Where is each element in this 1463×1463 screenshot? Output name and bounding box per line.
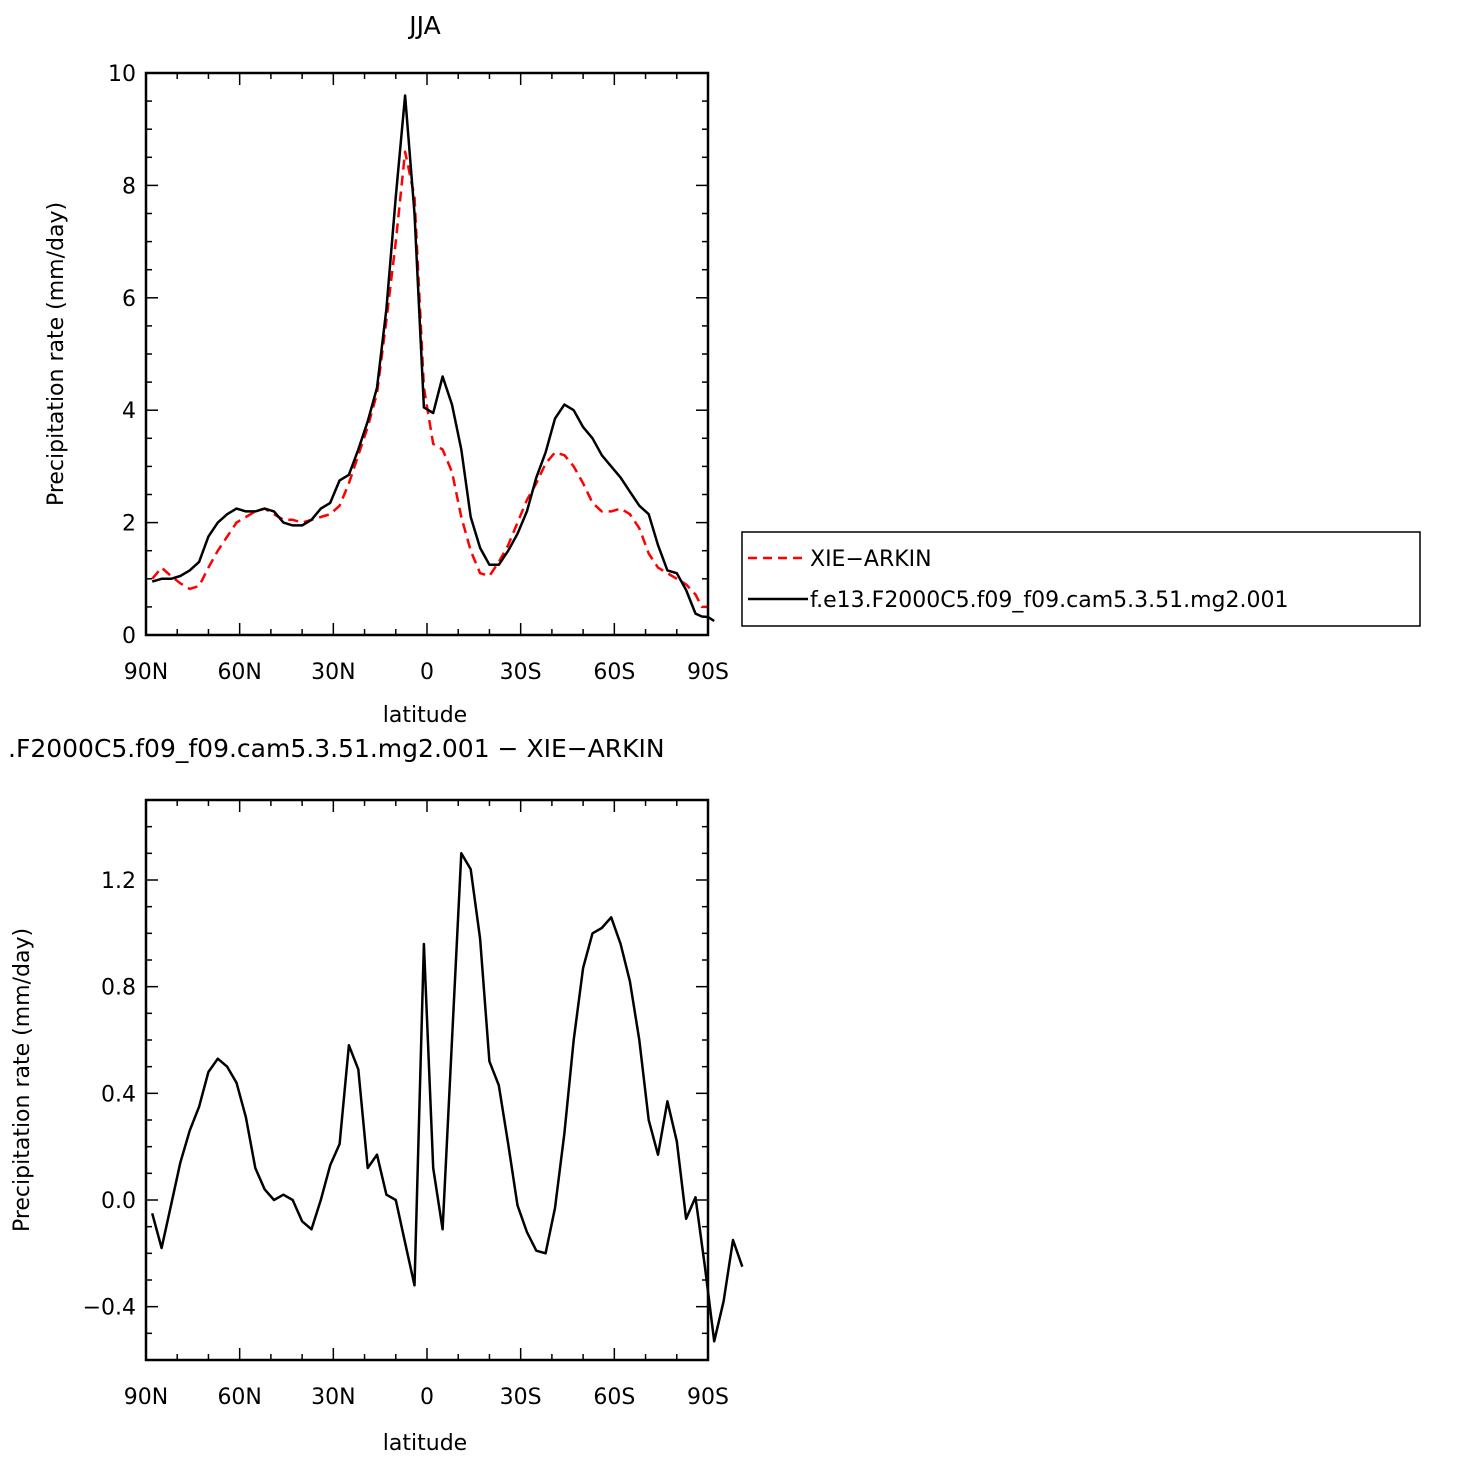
bot-x-tick-label: 60S	[593, 1385, 635, 1410]
bot-x-tick-label: 90S	[687, 1385, 729, 1410]
top-plot-frame	[144, 71, 710, 637]
top-y-tick-label: 0	[122, 624, 136, 649]
legend-label-model: f.e13.F2000C5.f09_f09.cam5.3.51.mg2.001	[810, 588, 1288, 613]
bot-y-tick-label: −0.4	[83, 1296, 136, 1321]
bot-x-tick-label: 60N	[217, 1385, 261, 1410]
top-y-axis-label: Precipitation rate (mm/day)	[44, 202, 69, 506]
top-title: JJA	[407, 11, 440, 40]
bot-y-tick-label: 0.4	[101, 1082, 136, 1107]
bottom-title: .F2000C5.f09_f09.cam5.3.51.mg2.001 − XIE…	[8, 734, 665, 763]
bot-x-tick-label: 30N	[311, 1385, 355, 1410]
top-ticks	[145, 72, 709, 636]
bot-y-tick-label: 0.0	[101, 1189, 136, 1214]
legend-label-xie-arkin: XIE−ARKIN	[810, 547, 932, 572]
legend-box	[741, 531, 1421, 627]
top-panel: JJA 90N 60N 30N 0 30S 60S 90S 0 2 4 6 8 10 latitude…	[44, 11, 729, 728]
top-x-tick-label: 60N	[217, 660, 261, 685]
bot-y-tick-label: 1.2	[101, 869, 136, 894]
top-x-tick-label: 30N	[311, 660, 355, 685]
bottom-y-axis-label: Precipitation rate (mm/day)	[10, 928, 35, 1232]
top-x-tick-label: 90S	[687, 660, 729, 685]
top-y-tick-label: 8	[122, 174, 136, 199]
bottom-series	[150, 852, 744, 1343]
bot-y-tick-label: 0.8	[101, 976, 136, 1001]
legend: XIE−ARKIN f.e13.F2000C5.f09_f09.cam5.3.5…	[741, 531, 1421, 627]
bottom-plot-frame	[144, 798, 710, 1362]
top-x-tick-label: 90N	[124, 660, 168, 685]
top-x-tick-label: 0	[420, 660, 434, 685]
top-series-line-0	[151, 150, 708, 609]
top-x-axis-label: latitude	[383, 703, 467, 728]
bottom-y-tick-labels: −0.4 0.0 0.4 0.8 1.2	[83, 869, 136, 1321]
bottom-x-tick-labels: 90N 60N 30N 0 30S 60S 90S	[124, 1385, 729, 1410]
top-series	[151, 94, 715, 623]
bot-x-tick-label: 0	[420, 1385, 434, 1410]
top-y-tick-label: 10	[108, 62, 136, 87]
top-x-tick-label: 60S	[593, 660, 635, 685]
bottom-panel: .F2000C5.f09_f09.cam5.3.51.mg2.001 − XIE…	[8, 734, 744, 1456]
top-x-tick-labels: 90N 60N 30N 0 30S 60S 90S	[124, 660, 729, 685]
bottom-x-axis-label: latitude	[383, 1431, 467, 1456]
top-y-tick-label: 4	[122, 399, 136, 424]
top-x-tick-label: 30S	[500, 660, 542, 685]
top-y-tick-label: 2	[122, 512, 136, 537]
top-series-line-1	[151, 94, 715, 623]
bot-x-tick-label: 30S	[500, 1385, 542, 1410]
top-y-tick-labels: 0 2 4 6 8 10	[108, 62, 136, 649]
bottom-ticks	[145, 799, 709, 1361]
top-y-tick-label: 6	[122, 287, 136, 312]
bot-series-line-0	[150, 852, 744, 1343]
bot-x-tick-label: 90N	[124, 1385, 168, 1410]
